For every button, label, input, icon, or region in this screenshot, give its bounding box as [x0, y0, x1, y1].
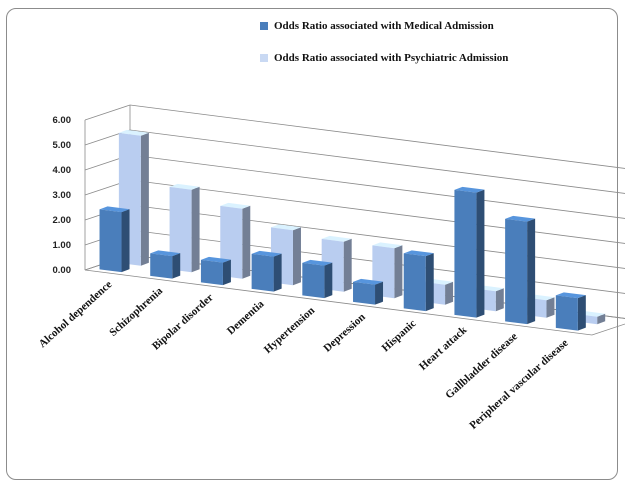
- x-tick-label: Peripheral vascular disease: [467, 337, 570, 432]
- bar-psychiatric: [169, 186, 192, 273]
- side-gridline: [84, 104, 131, 121]
- bar-psychiatric-top: [169, 183, 200, 190]
- bar-medical-top: [454, 186, 485, 193]
- bar-medical-side: [375, 281, 384, 305]
- x-tick-label: Hispanic: [380, 317, 419, 354]
- bar-psychiatric-side: [140, 132, 149, 266]
- bar-psychiatric-top: [321, 235, 352, 242]
- legend-label-psychiatric: Odds Ratio associated with Psychiatric A…: [274, 52, 509, 64]
- bar-medical: [302, 262, 325, 299]
- y-tick-label: 0.00: [53, 265, 72, 276]
- bar-medical-side: [121, 209, 130, 273]
- bar-psychiatric-top: [372, 242, 403, 249]
- bar-psychiatric-top: [220, 202, 251, 209]
- bar-medical-top: [200, 256, 231, 263]
- bar-medical-top: [555, 292, 586, 299]
- bar-medical-side: [527, 218, 536, 325]
- bar-medical-top: [302, 259, 333, 266]
- bar-medical: [200, 259, 223, 286]
- bar-psychiatric-side: [343, 238, 352, 292]
- bar-medical: [454, 189, 477, 318]
- legend-item-medical: Odds Ratio associated with Medical Admis…: [260, 16, 600, 36]
- y-tick-label: 5.00: [53, 140, 72, 151]
- x-tick-label: Hypertension: [262, 305, 317, 356]
- legend-label-medical: Odds Ratio associated with Medical Admis…: [274, 20, 494, 32]
- legend-swatch-psychiatric: [260, 54, 268, 62]
- bar-medical-side: [577, 295, 586, 331]
- bar-psychiatric-side: [445, 281, 454, 305]
- bar-medical-top: [403, 250, 434, 257]
- x-tick-label: Depression: [321, 311, 367, 355]
- gridline: [129, 204, 625, 269]
- bar-medical: [505, 218, 528, 325]
- y-tick-label: 3.00: [53, 190, 72, 201]
- x-tick-label: Dementia: [225, 298, 267, 338]
- y-tick-label: 6.00: [53, 115, 72, 126]
- gridline: [129, 129, 625, 194]
- y-tick-label: 1.00: [53, 240, 72, 251]
- bar-medical: [99, 209, 122, 273]
- bar-medical-side: [425, 253, 434, 312]
- bar-psychiatric-side: [292, 227, 301, 286]
- y-tick-label: 4.00: [53, 165, 72, 176]
- bar-medical: [150, 253, 173, 279]
- legend-swatch-medical: [260, 22, 268, 30]
- y-tick-label: 2.00: [53, 215, 72, 226]
- bar-psychiatric-side: [546, 297, 555, 318]
- bar-medical-top: [99, 206, 130, 213]
- bar-psychiatric-side: [191, 186, 200, 273]
- bar-psychiatric-top: [118, 129, 149, 136]
- bar-medical: [555, 295, 578, 331]
- gridline: [129, 104, 625, 169]
- bar-medical-top: [505, 215, 536, 222]
- bar-medical-side: [172, 253, 181, 279]
- bar-medical: [353, 281, 376, 305]
- legend: Odds Ratio associated with Medical Admis…: [260, 16, 600, 80]
- bar-medical-top: [251, 250, 282, 257]
- bar-medical: [403, 253, 426, 312]
- bar-medical-side: [324, 262, 333, 299]
- bar-psychiatric-top: [270, 224, 301, 231]
- bar-psychiatric-side: [242, 205, 251, 279]
- x-tick-label: Bipolar disorder: [150, 291, 216, 352]
- bar-medical-top: [353, 278, 384, 285]
- chart-plot: 0.00 1.00 2.00 3.00 4.00 5.00 6.00 Alcohol depe…: [37, 104, 625, 432]
- bar-medical-side: [476, 189, 485, 318]
- x-tick-label: Heart attack: [417, 323, 470, 372]
- bar-medical-side: [273, 253, 282, 292]
- x-tick-label: Alcohol dependence: [37, 278, 115, 350]
- gridline: [129, 154, 625, 219]
- legend-item-psychiatric: Odds Ratio associated with Psychiatric A…: [260, 48, 600, 68]
- bar-psychiatric-side: [597, 313, 606, 325]
- bar-medical-side: [222, 259, 231, 286]
- bar-medical: [251, 253, 274, 292]
- bar-medical-top: [150, 250, 181, 257]
- bar-psychiatric-side: [495, 288, 504, 312]
- gridline: [129, 179, 625, 244]
- x-tick-label: Schizophrenia: [107, 285, 165, 339]
- bar-psychiatric-side: [394, 245, 403, 299]
